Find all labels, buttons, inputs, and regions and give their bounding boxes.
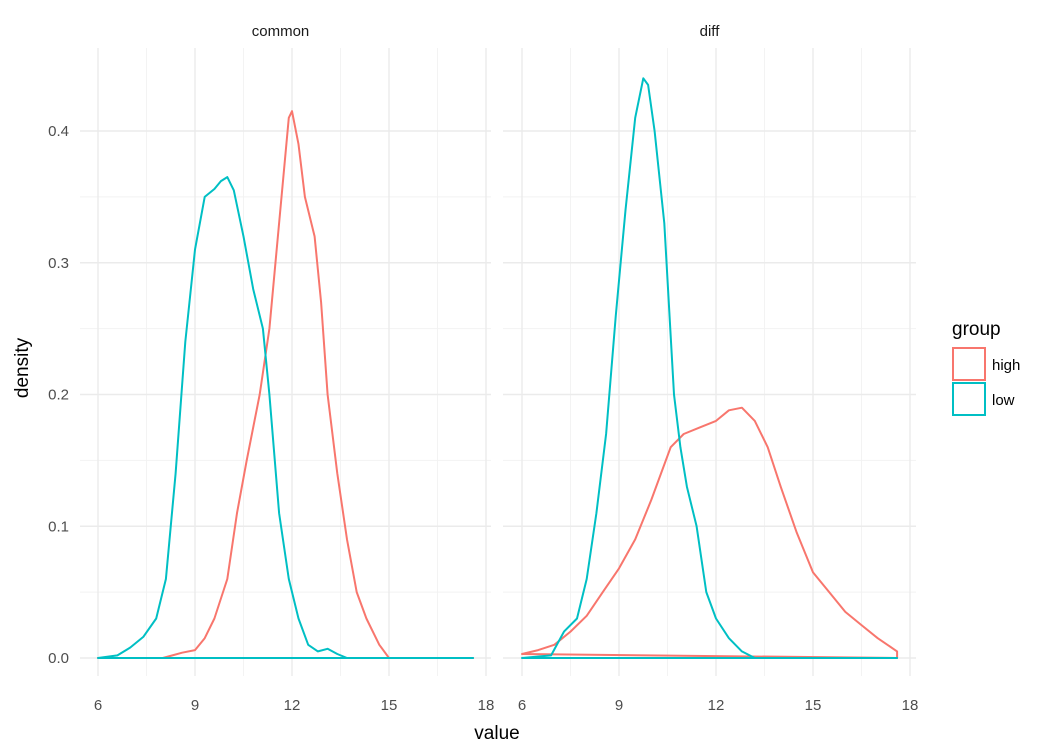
facet-panel-diff: diff 6 9 12 15 18 <box>503 23 918 714</box>
legend-label-high: high <box>992 357 1020 374</box>
facet-label-diff: diff <box>700 23 721 40</box>
y-tick-label: 0.3 <box>48 255 69 272</box>
y-axis-title: density <box>12 337 33 398</box>
y-tick-label: 0.0 <box>48 650 69 667</box>
legend-key-high <box>952 347 986 381</box>
density-line-diff-high <box>521 406 899 659</box>
y-tick-label: 0.2 <box>48 387 69 404</box>
density-line-common-high <box>97 110 475 659</box>
panels: common 6 9 12 15 18 0.0 0.1 0.2 0.3 0.4 diff 6 9 12 15 1… <box>48 23 918 714</box>
density-line-common-low <box>97 176 475 659</box>
y-tick-label: 0.4 <box>48 123 69 140</box>
x-tick-label: 12 <box>708 697 725 714</box>
x-tick-label: 15 <box>805 697 822 714</box>
facet-panel-common: common 6 9 12 15 18 0.0 0.1 0.2 0.3 0.4 <box>48 23 494 714</box>
legend-entries: high low <box>952 347 1020 416</box>
legend-key-low <box>952 382 986 416</box>
x-tick-label: 12 <box>284 697 301 714</box>
legend: group high low <box>952 319 1020 416</box>
y-tick-label: 0.1 <box>48 518 69 535</box>
legend-label-low: low <box>992 392 1015 409</box>
x-tick-label: 18 <box>478 697 495 714</box>
x-axis-title: value <box>474 723 519 744</box>
facet-label-common: common <box>252 23 310 40</box>
x-tick-label: 15 <box>381 697 398 714</box>
x-tick-label: 6 <box>94 697 102 714</box>
density-line-diff-low <box>521 77 899 659</box>
x-tick-label: 9 <box>615 697 623 714</box>
legend-entry-low: low <box>952 382 1015 416</box>
legend-entry-high: high <box>952 347 1020 381</box>
x-tick-label: 18 <box>902 697 919 714</box>
legend-title: group <box>952 319 1001 340</box>
x-tick-label: 6 <box>518 697 526 714</box>
x-tick-label: 9 <box>191 697 199 714</box>
